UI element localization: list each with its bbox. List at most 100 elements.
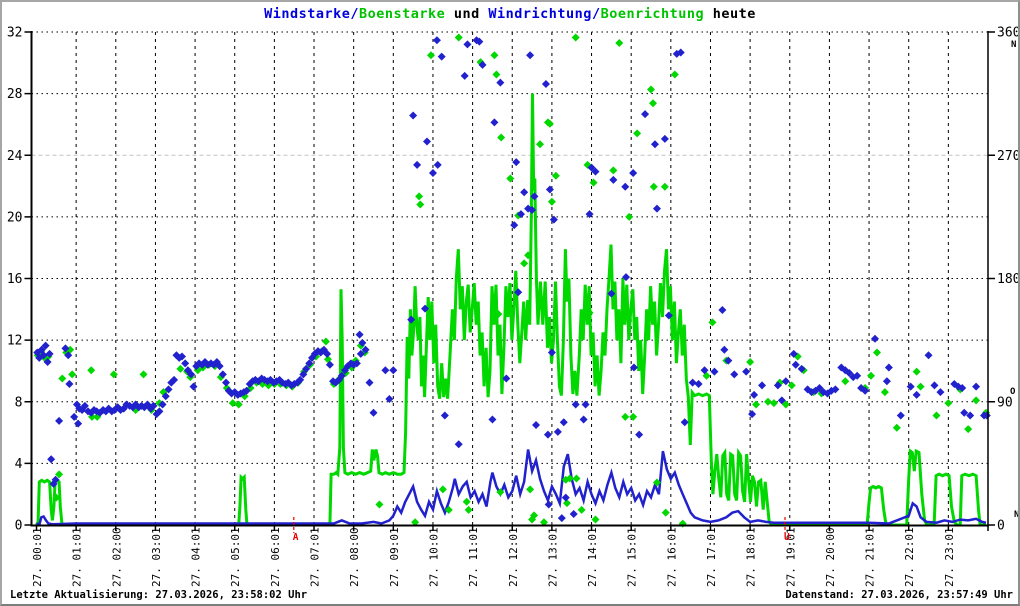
wind-direction-point (585, 210, 594, 219)
gust-speed-line (35, 93, 986, 527)
wind-direction-point (433, 160, 442, 169)
wind-direction-point (571, 400, 580, 409)
wind-direction-point (789, 349, 798, 358)
gust-direction-point (492, 70, 501, 79)
gust-direction-point (621, 412, 630, 421)
title-segment: Boenrichtung (600, 6, 705, 22)
wind-direction-point (781, 377, 790, 386)
wind-direction-point (581, 400, 590, 409)
wind-speed-line (36, 449, 987, 526)
wind-direction-point (454, 440, 463, 449)
gust-direction-point (752, 400, 761, 409)
wind-direction-point (930, 381, 939, 390)
wind-direction-point (74, 419, 83, 428)
wind-direction-point (45, 349, 54, 358)
wind-direction-point (463, 40, 472, 49)
x-axis-label: 27. 11:01 (467, 527, 480, 587)
gust-direction-point (769, 399, 778, 408)
gust-direction-point (660, 182, 669, 191)
wind-direction-point (305, 359, 314, 368)
wind-direction-point (47, 455, 56, 464)
gust-direction-point (462, 497, 471, 506)
gust-direction-point (652, 478, 661, 487)
wind-direction-point (559, 418, 568, 427)
wind-direction-point (650, 140, 659, 149)
gust-direction-point (539, 518, 548, 527)
wind-direction-point (158, 400, 167, 409)
gust-direction-point (426, 51, 435, 60)
wind-direction-point (882, 377, 891, 386)
gust-direction-point (661, 508, 670, 517)
wind-direction-point (791, 360, 800, 369)
wind-direction-point (680, 418, 689, 427)
wind-direction-point (853, 371, 862, 380)
wind-direction-point (748, 410, 757, 419)
gust-direction-point (562, 499, 571, 508)
gust-direction-point (615, 38, 624, 47)
wind-direction-point (365, 378, 374, 387)
gust-direction-point (589, 178, 598, 187)
gust-direction-point (708, 318, 717, 327)
x-axis-label: 27. 02:00 (110, 527, 123, 587)
x-axis-label: 27. 10:01 (427, 527, 440, 587)
wind-direction-point (369, 408, 378, 417)
gust-direction-point (524, 251, 533, 260)
x-axis-label: 27. 16:01 (665, 527, 678, 587)
gust-direction-point (530, 511, 539, 520)
x-axis-label: 27. 19:01 (784, 527, 797, 587)
gust-direction-point (52, 493, 61, 502)
gust-direction-point (464, 505, 473, 514)
wind-direction-point (545, 185, 554, 194)
wind-direction-point (530, 192, 539, 201)
gust-direction-point (375, 500, 384, 509)
gust-direction-point (841, 377, 850, 386)
wind-direction-point (541, 80, 550, 89)
wind-direction-point (621, 182, 630, 191)
gust-direction-point (872, 348, 881, 357)
wind-direction-point (635, 430, 644, 439)
wind-direction-point (547, 348, 556, 357)
wind-direction-point (831, 385, 840, 394)
title-segment: / (591, 6, 601, 22)
wind-direction-point (924, 351, 933, 360)
wind-direction-point (43, 358, 52, 367)
wind-direction-point (514, 288, 523, 297)
data-state-text: Datenstand: 27.03.2026, 23:57:49 Uhr (785, 589, 1013, 601)
wind-direction-point (218, 370, 227, 379)
x-axis-label: 27. 20:00 (824, 527, 837, 587)
wind-direction-point (587, 163, 596, 172)
wind-direction-point (561, 493, 570, 502)
wind-direction-point (302, 364, 311, 373)
wind-direction-point (122, 400, 131, 409)
left-axis-label: 24 (7, 149, 23, 164)
wind-direction-point (516, 210, 525, 219)
wind-direction-point (475, 37, 484, 46)
wind-direction-point (532, 421, 541, 430)
title-segment: und (445, 6, 489, 22)
gust-direction-point (490, 51, 499, 60)
gust-direction-point (787, 381, 796, 390)
title-segment: heute (704, 6, 756, 22)
gust-direction-point (551, 171, 560, 180)
x-axis-label: 27. 21:01 (864, 527, 877, 587)
wind-direction-point (609, 175, 618, 184)
wind-direction-point (543, 430, 552, 439)
wind-direction-point (884, 363, 893, 372)
wind-direction-point (700, 366, 709, 375)
wind-direction-point (355, 330, 364, 339)
wind-direction-point (730, 370, 739, 379)
gust-direction-point (494, 310, 503, 319)
gust-direction-point (58, 374, 67, 383)
wind-direction-point (553, 427, 562, 436)
gust-direction-point (571, 33, 580, 42)
wind-direction-point (777, 396, 786, 405)
gust-direction-point (633, 129, 642, 138)
x-axis-label: 27. 15:01 (626, 527, 639, 587)
wind-direction-point (622, 273, 631, 282)
wind-direction-point (64, 351, 73, 360)
wind-direction-point (664, 311, 673, 320)
wind-direction-point (688, 378, 697, 387)
wind-direction-point (490, 118, 499, 127)
wind-direction-point (296, 375, 305, 384)
